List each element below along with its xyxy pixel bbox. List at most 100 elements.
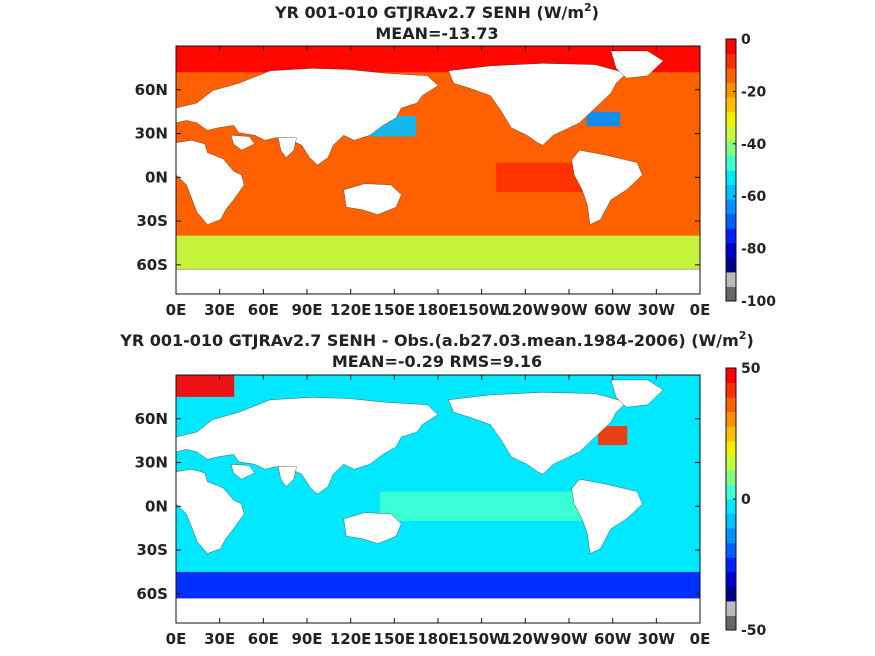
colorbar-swatch: [726, 184, 736, 200]
y-tick-label: 30N: [135, 125, 168, 143]
y-tick-label: 60N: [135, 81, 168, 99]
colorbar-swatch: [726, 213, 736, 229]
x-tick-label: 180E: [417, 630, 459, 648]
colorbar-swatch: [726, 469, 736, 485]
colorbar-swatch: [726, 82, 736, 98]
x-tick-label: 60E: [248, 630, 279, 648]
colorbar-swatch: [726, 586, 736, 602]
colorbar-swatch: [726, 513, 736, 529]
colorbar-swatch: [726, 271, 736, 287]
x-tick-label: 60W: [594, 301, 632, 319]
y-tick-label: 0N: [145, 168, 168, 186]
x-tick-label: 60W: [594, 630, 632, 648]
colorbar-swatch: [726, 368, 736, 384]
colorbar-swatch: [726, 126, 736, 142]
x-tick-label: 120E: [330, 301, 372, 319]
x-tick-label: 0E: [690, 630, 711, 648]
x-tick-label: 90E: [291, 630, 322, 648]
y-tick-label: 0N: [145, 497, 168, 515]
y-tick-label: 60S: [136, 256, 168, 274]
x-tick-label: 150W: [458, 301, 506, 319]
x-tick-label: 0E: [166, 630, 187, 648]
x-tick-label: 90W: [550, 301, 588, 319]
chart-2-colorbar: 50 0 -50: [725, 361, 767, 639]
field-region: [496, 162, 584, 192]
colorbar-swatch: [726, 68, 736, 84]
colorbar-swatch: [726, 97, 736, 113]
x-tick-label: 30W: [638, 301, 676, 319]
colorbar-swatch: [726, 615, 736, 631]
chart-2-plot: [176, 375, 700, 623]
field-region: [586, 111, 620, 127]
colorbar-tick-label: -80: [741, 242, 767, 258]
colorbar-frame: [725, 38, 737, 302]
x-tick-label: 90E: [291, 301, 322, 319]
chart-1-y-ticks: 60N 30N 0N 30S 60S: [135, 81, 700, 274]
colorbar-swatch: [726, 257, 736, 273]
colorbar-swatch: [726, 528, 736, 544]
x-tick-label: 180E: [417, 301, 459, 319]
chart-2-subtitle: MEAN=-0.29 RMS=9.16: [332, 352, 542, 371]
chart-1-subtitle: MEAN=-13.73: [375, 24, 498, 43]
chart-1-title: YR 001-010 GTJRAv2.7 SENH (W/m2): [274, 1, 599, 22]
colorbar-swatch: [726, 542, 736, 558]
colorbar-swatch: [726, 455, 736, 471]
colorbar-swatch: [726, 170, 736, 186]
y-tick-label: 30N: [135, 454, 168, 472]
y-tick-label: 30S: [136, 212, 168, 230]
colorbar-swatch: [726, 53, 736, 69]
colorbar-swatch: [726, 411, 736, 427]
colorbar-swatch: [726, 557, 736, 573]
colorbar-swatch: [726, 397, 736, 413]
field-region: [176, 375, 235, 397]
chart-1-plot: [176, 46, 700, 294]
x-tick-label: 120W: [501, 630, 549, 648]
colorbar-swatch: [726, 426, 736, 442]
x-tick-label: 30E: [204, 301, 235, 319]
colorbar-swatch: [726, 39, 736, 55]
colorbar-tick-label: -50: [741, 623, 767, 639]
colorbar-swatch: [726, 155, 736, 171]
colorbar-swatch: [726, 242, 736, 258]
colorbar-swatch: [726, 199, 736, 215]
colorbar-tick-label: -40: [741, 137, 767, 153]
x-tick-label: 60E: [248, 301, 279, 319]
y-tick-label: 60S: [136, 585, 168, 603]
x-tick-label: 30E: [204, 630, 235, 648]
x-tick-label: 150W: [458, 630, 506, 648]
colorbar-swatch: [726, 111, 736, 127]
x-tick-label: 150E: [374, 301, 416, 319]
x-tick-label: 150E: [374, 630, 416, 648]
x-tick-label: 0E: [166, 301, 187, 319]
colorbar-swatch: [726, 600, 736, 616]
x-tick-label: 30W: [638, 630, 676, 648]
colorbar-tick-label: -20: [741, 84, 767, 100]
colorbar-swatch: [726, 228, 736, 244]
chart-2-y-ticks: 60N 30N 0N 30S 60S: [135, 410, 700, 603]
colorbar-tick-label: 0: [741, 492, 751, 508]
colorbar-tick-label: -100: [741, 294, 776, 310]
field-region: [598, 426, 628, 446]
x-tick-label: 120E: [330, 630, 372, 648]
colorbar-swatch: [726, 440, 736, 456]
x-tick-label: 120W: [501, 301, 549, 319]
colorbar-swatch: [726, 499, 736, 515]
x-tick-label: 90W: [550, 630, 588, 648]
y-tick-label: 60N: [135, 410, 168, 428]
colorbar-swatch: [726, 286, 736, 302]
colorbar-tick-label: 0: [741, 32, 751, 48]
colorbar-tick-label: 50: [741, 361, 761, 377]
colorbar-tick-label: -60: [741, 189, 767, 205]
colorbar-swatch: [726, 571, 736, 587]
colorbar-swatch: [726, 484, 736, 500]
chart-2-title: YR 001-010 GTJRAv2.7 SENH - Obs.(a.b27.0…: [119, 329, 754, 350]
colorbar-swatch: [726, 140, 736, 156]
chart-1-colorbar: 0 -20 -40 -60 -80 -100: [725, 32, 776, 310]
x-tick-label: 0E: [690, 301, 711, 319]
y-tick-label: 30S: [136, 541, 168, 559]
field-region: [379, 491, 584, 521]
colorbar-swatch: [726, 382, 736, 398]
